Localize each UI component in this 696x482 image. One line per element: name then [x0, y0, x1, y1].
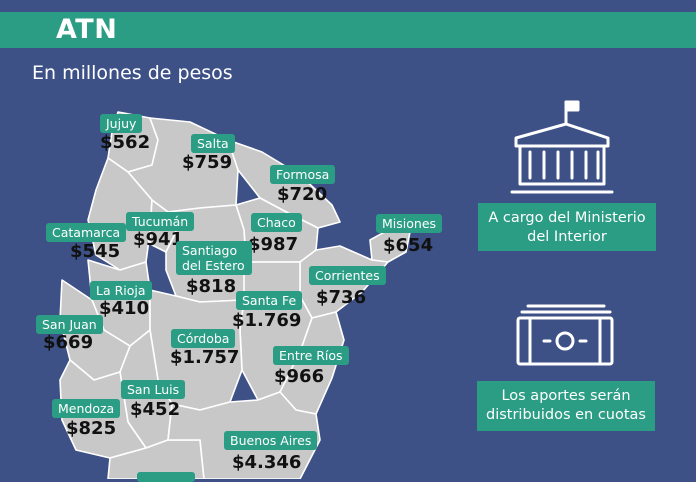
province-label-entre-rios: Entre Ríos: [273, 346, 349, 365]
province-label-mendoza: Mendoza: [52, 399, 121, 418]
province-label-formosa: Formosa: [270, 165, 336, 184]
province-value-chaco: $987: [248, 234, 299, 255]
province-label-partial: [137, 472, 195, 482]
province-value-mendoza: $825: [66, 418, 117, 439]
province-label-la-rioja: La Rioja: [90, 281, 152, 300]
province-value-jujuy: $562: [100, 132, 151, 153]
province-label-santa-fe: Santa Fe: [236, 291, 303, 310]
province-label-misiones: Misiones: [376, 214, 443, 233]
province-label-santiago-del-estero: Santiago del Estero: [176, 241, 252, 275]
banknote-icon: [516, 304, 614, 366]
page-subtitle: En millones de pesos: [32, 62, 233, 84]
province-label-jujuy: Jujuy: [100, 114, 143, 133]
province-value-santa-fe: $1.769: [232, 310, 302, 331]
province-value-san-luis: $452: [130, 399, 181, 420]
province-value-catamarca: $545: [70, 241, 121, 262]
province-value-formosa: $720: [277, 184, 328, 205]
province-value-la-rioja: $410: [99, 298, 150, 319]
province-value-misiones: $654: [383, 235, 434, 256]
province-label-san-luis: San Luis: [121, 380, 186, 399]
province-label-tucuman: Tucumán: [126, 212, 195, 231]
province-value-tucuman: $941: [133, 229, 184, 250]
province-label-catamarca: Catamarca: [46, 223, 127, 242]
province-label-corrientes: Corrientes: [309, 266, 386, 285]
province-label-buenos-aires: Buenos Aires: [224, 431, 318, 450]
province-value-san-juan: $669: [43, 332, 94, 353]
province-value-santiago-del-estero: $818: [186, 276, 237, 297]
province-label-salta: Salta: [191, 134, 235, 153]
province-value-corrientes: $736: [316, 287, 367, 308]
province-value-salta: $759: [182, 152, 233, 173]
info-box-ministerio: A cargo del Ministerio del Interior: [478, 203, 656, 251]
province-value-cordoba: $1.757: [170, 347, 240, 368]
info-box-cuotas: Los aportes serán distribuidos en cuotas: [477, 381, 655, 431]
province-shape-formosa: [227, 139, 341, 229]
title-bar: [0, 12, 696, 48]
province-value-entre-rios: $966: [274, 366, 325, 387]
province-label-cordoba: Córdoba: [171, 329, 236, 348]
province-label-san-juan: San Juan: [36, 315, 103, 334]
top-band: [0, 0, 696, 12]
province-label-chaco: Chaco: [251, 213, 302, 232]
government-building-icon: [510, 100, 614, 194]
page-title: ATN: [56, 14, 118, 45]
province-value-buenos-aires: $4.346: [232, 452, 302, 473]
